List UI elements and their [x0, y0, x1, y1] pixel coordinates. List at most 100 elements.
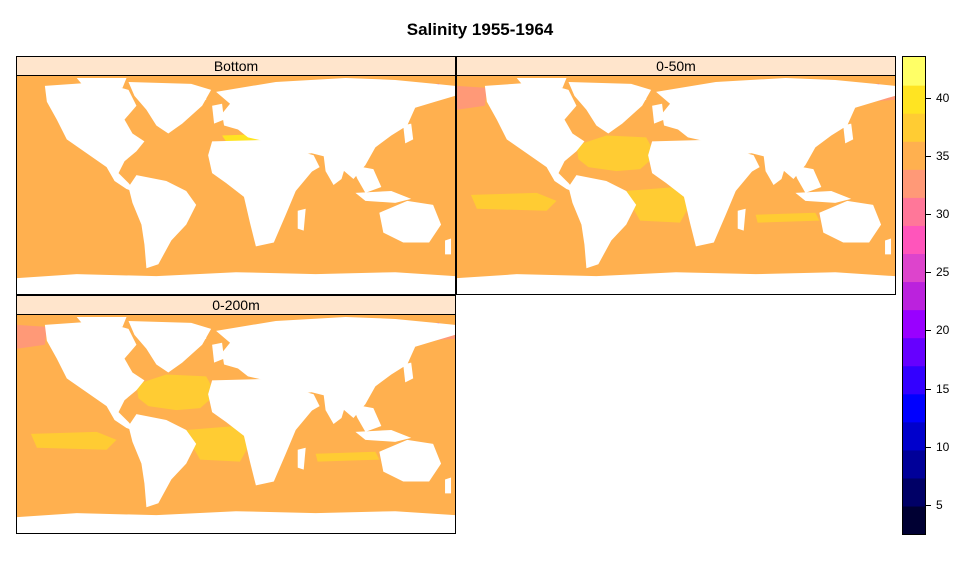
land-antarctica — [17, 272, 455, 294]
salinity-region-si-yellow — [186, 425, 380, 462]
color-key-tick-label: 25 — [936, 265, 950, 279]
land-antarctica — [17, 511, 455, 533]
color-key-band — [903, 421, 925, 451]
color-key-band — [903, 337, 925, 367]
land-madagascar — [297, 208, 306, 231]
land-australia — [819, 200, 882, 243]
land-africa — [208, 378, 316, 486]
land-madagascar — [297, 447, 306, 470]
land-japan — [843, 123, 854, 144]
salinity-region-atl-yellow — [576, 135, 657, 172]
land-north-america — [44, 81, 145, 193]
land-arabia — [725, 147, 760, 176]
color-key-tick-label: 5 — [936, 498, 943, 512]
salinity-region-sp-yellow — [30, 431, 117, 450]
color-key-tick-label: 35 — [936, 149, 950, 163]
salinity-map — [17, 76, 455, 294]
color-key-band — [903, 477, 925, 507]
color-key-band — [903, 141, 925, 170]
land-se-asia — [791, 165, 822, 193]
land-uk — [212, 342, 225, 363]
salinity-map — [17, 315, 455, 533]
land-scandinavia — [243, 326, 286, 357]
land-greenland — [568, 81, 652, 134]
land-greenland — [128, 320, 212, 373]
land-canada-islands — [76, 77, 127, 90]
color-key-tick — [926, 98, 931, 99]
salinity-region-si-yellow — [626, 186, 820, 223]
color-key — [902, 56, 926, 535]
land-uk — [212, 103, 225, 124]
land-north-america — [484, 81, 585, 193]
land-se-asia — [351, 404, 382, 432]
salinity-region-sp-yellow — [470, 192, 557, 211]
land-canada-islands — [516, 77, 567, 90]
land-iceland — [192, 332, 207, 341]
color-key-band — [903, 197, 925, 226]
land-canada-islands — [76, 316, 127, 329]
land-new-zealand — [445, 238, 452, 255]
color-key-band — [903, 505, 925, 534]
land-africa — [648, 139, 756, 247]
land-south-america — [128, 414, 197, 508]
color-key-band — [903, 225, 925, 255]
land-india — [763, 155, 788, 185]
color-key-tick-label: 20 — [936, 323, 950, 337]
land-south-america — [568, 175, 637, 269]
land-scandinavia — [683, 87, 726, 118]
color-key-tick — [926, 214, 931, 215]
color-key-band — [903, 449, 925, 479]
land-new-zealand — [445, 477, 452, 494]
color-key-tick — [926, 272, 931, 273]
color-key-tick — [926, 505, 931, 506]
land-japan — [403, 123, 414, 144]
color-key-band — [903, 253, 925, 283]
land-indonesia — [795, 190, 852, 203]
land-madagascar — [737, 208, 746, 231]
land-greenland — [128, 81, 212, 134]
map-panel-bottom: Bottom — [16, 56, 456, 295]
land-se-asia — [351, 165, 382, 193]
land-arabia — [285, 147, 320, 176]
color-key-tick-label: 15 — [936, 382, 950, 396]
land-new-zealand — [885, 238, 892, 255]
land-india — [323, 394, 348, 424]
color-key-band — [903, 365, 925, 395]
color-key-tick — [926, 330, 931, 331]
land-iceland — [192, 93, 207, 102]
land-arabia — [285, 386, 320, 415]
color-key-tick-label: 10 — [936, 440, 950, 454]
land-south-america — [128, 175, 197, 269]
color-key-tick — [926, 389, 931, 390]
color-key-tick — [926, 156, 931, 157]
salinity-map — [457, 76, 895, 294]
land-india — [323, 155, 348, 185]
color-key-band — [903, 309, 925, 339]
color-key-band — [903, 57, 925, 86]
salinity-region-atl-yellow — [136, 374, 217, 411]
land-australia — [379, 200, 442, 243]
color-key-band — [903, 393, 925, 423]
land-north-america — [44, 320, 145, 432]
color-key-band — [903, 113, 925, 142]
color-key-tick-label: 40 — [936, 91, 950, 105]
panel-strip-label: 0-200m — [17, 296, 455, 315]
land-indonesia — [355, 190, 412, 203]
land-uk — [652, 103, 665, 124]
land-scandinavia — [243, 87, 286, 118]
color-key-band — [903, 281, 925, 311]
land-japan — [403, 362, 414, 383]
land-indonesia — [355, 429, 412, 442]
land-iceland — [632, 93, 647, 102]
color-key-band — [903, 85, 925, 114]
land-africa — [208, 139, 316, 247]
plot-title: Salinity 1955-1964 — [406, 20, 554, 39]
land-antarctica — [457, 272, 895, 294]
panel-strip-label: Bottom — [17, 57, 455, 76]
color-key-tick — [926, 447, 931, 448]
color-key-band — [903, 169, 925, 198]
land-australia — [379, 439, 442, 482]
color-key-tick-label: 30 — [936, 207, 950, 221]
panel-strip-label: 0-50m — [457, 57, 895, 76]
map-panel-0-200m: 0-200m — [16, 295, 456, 534]
